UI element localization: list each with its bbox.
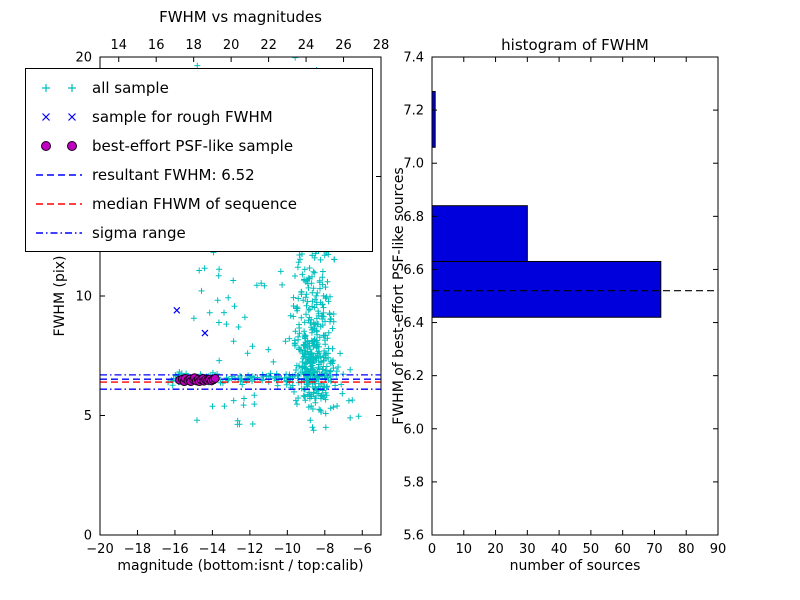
svg-text:16: 16 — [148, 38, 165, 53]
svg-text:40: 40 — [551, 542, 568, 557]
dashdot-legend-marker — [36, 231, 82, 234]
legend-item-0: all sample — [34, 73, 372, 102]
svg-text:60: 60 — [614, 542, 631, 557]
right-plot-area — [431, 91, 718, 318]
legend-item-5: sigma range — [34, 218, 372, 247]
histogram-bar — [431, 260, 662, 318]
left-plot-xlabel: magnitude (bottom:isnt / top:calib) — [117, 558, 364, 574]
svg-text:10: 10 — [75, 290, 92, 305]
legend-label: best-effort PSF-like sample — [92, 136, 294, 155]
svg-text:−10: −10 — [274, 542, 301, 557]
svg-text:30: 30 — [519, 542, 536, 557]
legend-item-2: best-effort PSF-like sample — [34, 131, 372, 160]
svg-text:−6: −6 — [353, 542, 372, 557]
svg-text:14: 14 — [110, 38, 127, 53]
circle-legend-marker — [41, 140, 77, 151]
psf-like-sample-points — [175, 373, 220, 387]
svg-text:5.6: 5.6 — [403, 529, 424, 544]
svg-text:−18: −18 — [124, 542, 151, 557]
svg-text:−20: −20 — [86, 542, 113, 557]
right-plot-xlabel: number of sources — [509, 558, 641, 574]
legend-item-3: resultant FWHM: 6.52 — [34, 160, 372, 189]
dashed-legend-marker — [36, 173, 82, 176]
legend-item-1: sample for rough FWHM — [34, 102, 372, 131]
legend-item-4: median FHWM of sequence — [34, 189, 372, 218]
svg-text:7.4: 7.4 — [403, 51, 424, 66]
left-plot-title: FWHM vs magnitudes — [159, 8, 322, 26]
svg-text:90: 90 — [710, 542, 727, 557]
left-axes-ticks: −20 −18 −16 −14 −12 −10 −8 −6 14 16 18 20 22 24 26 28 0 5… — [75, 38, 389, 557]
x-legend-marker — [42, 112, 76, 121]
svg-text:26: 26 — [335, 38, 352, 53]
svg-text:−16: −16 — [161, 542, 188, 557]
svg-text:6.8: 6.8 — [403, 210, 424, 225]
svg-text:6.0: 6.0 — [403, 422, 424, 437]
svg-text:−14: −14 — [199, 542, 226, 557]
legend-label: all sample — [92, 78, 169, 97]
left-plot-area — [100, 57, 381, 434]
legend-label: sigma range — [92, 223, 186, 242]
plus-legend-marker — [42, 83, 76, 92]
svg-text:5: 5 — [84, 409, 92, 424]
svg-text:6.4: 6.4 — [403, 316, 424, 331]
svg-text:18: 18 — [185, 38, 202, 53]
svg-text:10: 10 — [456, 542, 473, 557]
legend-label: sample for rough FWHM — [92, 107, 273, 126]
svg-text:22: 22 — [260, 38, 277, 53]
svg-text:7.2: 7.2 — [403, 104, 424, 119]
right-axes-frame — [431, 56, 719, 536]
svg-text:7.0: 7.0 — [403, 157, 424, 172]
right-axes-ticks: 0 10 20 30 40 50 60 70 80 90 5.6 5.8 6.0 6.2 6.4 6.6 6.8… — [403, 51, 726, 558]
svg-text:−12: −12 — [236, 542, 263, 557]
dashed-legend-marker — [36, 202, 82, 205]
svg-text:70: 70 — [646, 542, 663, 557]
svg-text:−8: −8 — [315, 542, 334, 557]
legend-label: median FHWM of sequence — [92, 194, 297, 213]
svg-text:28: 28 — [373, 38, 390, 53]
svg-text:6.2: 6.2 — [403, 369, 424, 384]
svg-text:24: 24 — [298, 38, 315, 53]
svg-text:50: 50 — [583, 542, 600, 557]
svg-text:6.6: 6.6 — [403, 263, 424, 278]
legend-label: resultant FWHM: 6.52 — [92, 165, 255, 184]
left-plot-ylabel: FWHM (pix) — [52, 255, 68, 337]
svg-text:20: 20 — [487, 542, 504, 557]
histogram-bar — [431, 205, 528, 262]
svg-text:20: 20 — [75, 51, 92, 66]
right-plot-title: histogram of FWHM — [501, 36, 649, 54]
svg-text:0: 0 — [428, 542, 436, 557]
svg-text:20: 20 — [223, 38, 240, 53]
svg-text:0: 0 — [84, 529, 92, 544]
svg-text:5.8: 5.8 — [403, 475, 424, 490]
right-plot-ylabel: FWHM of best-effort PSF-like sources — [391, 167, 407, 425]
legend: all sample sample for rough FWHM best-effo… — [25, 68, 373, 252]
svg-text:80: 80 — [678, 542, 695, 557]
